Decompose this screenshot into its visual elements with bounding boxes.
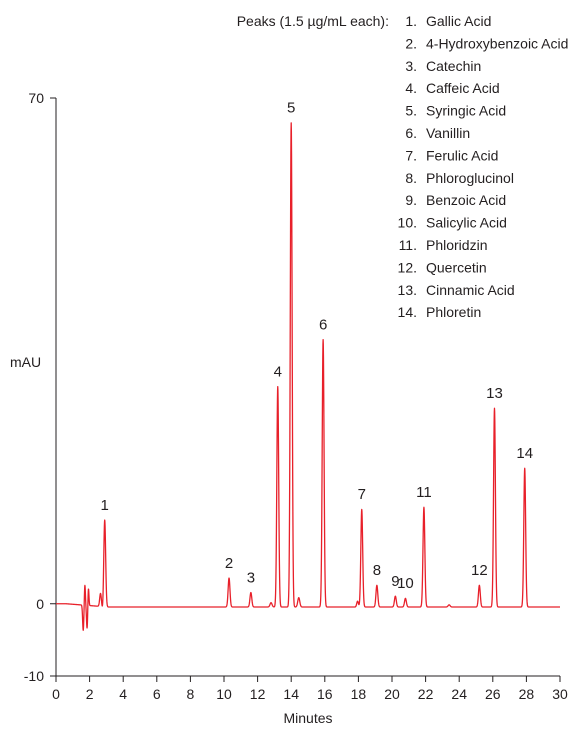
x-tick-label: 4: [119, 686, 127, 702]
legend-title: Peaks (1.5 µg/mL each):: [237, 13, 389, 29]
legend-item-name: Vanillin: [426, 125, 470, 141]
legend-item-number: 11.: [399, 237, 417, 253]
legend-item: 11. Phloridzin: [399, 237, 488, 253]
y-tick-label: 0: [36, 596, 44, 612]
legend-item-name: Benzoic Acid: [426, 192, 506, 208]
legend-item: 2. 4-Hydroxybenzoic Acid: [405, 35, 568, 51]
x-tick-label: 30: [552, 686, 568, 702]
legend-item: 8. Phloroglucinol: [405, 170, 514, 186]
peak-label-6: 6: [319, 316, 327, 333]
x-tick-label: 26: [485, 686, 501, 702]
legend-item-name: 4-Hydroxybenzoic Acid: [426, 35, 568, 51]
x-tick-label: 10: [216, 686, 232, 702]
x-tick-label: 16: [317, 686, 333, 702]
legend-item: 14. Phloretin: [398, 304, 482, 320]
legend-item-name: Phloretin: [426, 304, 481, 320]
legend: 1. Gallic Acid 2. 4-Hydroxybenzoic Acid 3. Ca…: [398, 13, 569, 320]
peak-label-5: 5: [287, 100, 295, 117]
legend-item-number: 4.: [405, 80, 417, 96]
legend-item: 10. Salicylic Acid: [398, 215, 507, 231]
legend-item-number: 7.: [405, 147, 417, 163]
legend-item: 4. Caffeic Acid: [405, 80, 499, 96]
x-tick-label: 22: [418, 686, 434, 702]
peak-label-13: 13: [486, 385, 503, 402]
peak-label-1: 1: [101, 497, 109, 514]
legend-item-number: 8.: [405, 170, 417, 186]
x-tick-label: 6: [153, 686, 161, 702]
peak-label-3: 3: [247, 569, 255, 586]
legend-item-name: Phloroglucinol: [426, 170, 514, 186]
y-tick-label: 70: [28, 90, 44, 106]
legend-item: 6. Vanillin: [405, 125, 470, 141]
legend-item-name: Salicylic Acid: [426, 215, 507, 231]
chromatogram-trace: [55, 122, 561, 631]
legend-item-name: Phloridzin: [426, 237, 487, 253]
legend-item-name: Syringic Acid: [426, 103, 506, 119]
x-tick-label: 8: [187, 686, 195, 702]
legend-item-number: 1.: [405, 13, 417, 29]
peak-label-12: 12: [471, 562, 488, 579]
legend-item: 7. Ferulic Acid: [405, 147, 498, 163]
legend-item: 3. Catechin: [405, 58, 481, 74]
peak-label-8: 8: [373, 562, 381, 579]
x-axis: 0 2 4 6 8 10 12 14 16 18 20 22 24 26 28 30: [52, 675, 568, 702]
legend-item: 1. Gallic Acid: [405, 13, 491, 29]
peak-label-10: 10: [397, 575, 414, 592]
legend-item-number: 3.: [405, 58, 417, 74]
x-tick-label: 12: [250, 686, 266, 702]
x-tick-label: 20: [384, 686, 400, 702]
legend-item-number: 9.: [405, 192, 417, 208]
legend-item-number: 6.: [405, 125, 417, 141]
legend-item: 13. Cinnamic Acid: [398, 282, 515, 298]
legend-item-name: Cinnamic Acid: [426, 282, 515, 298]
y-tick-label: -10: [24, 668, 44, 684]
legend-item-name: Gallic Acid: [426, 13, 491, 29]
legend-item-number: 2.: [405, 35, 417, 51]
x-tick-label: 18: [351, 686, 367, 702]
legend-item-number: 5.: [405, 103, 417, 119]
x-tick-label: 24: [451, 686, 467, 702]
y-axis: 70 0 -10: [24, 90, 57, 684]
legend-item-number: 10.: [398, 215, 417, 231]
x-tick-label: 28: [519, 686, 535, 702]
legend-item-name: Quercetin: [426, 259, 487, 275]
peak-label-14: 14: [516, 445, 533, 462]
x-tick-label: 0: [52, 686, 60, 702]
legend-item: 5. Syringic Acid: [405, 103, 506, 119]
legend-item-name: Caffeic Acid: [426, 80, 500, 96]
legend-item-name: Ferulic Acid: [426, 147, 498, 163]
peak-label-4: 4: [274, 363, 282, 380]
peak-label-11: 11: [416, 484, 432, 501]
legend-item: 9. Benzoic Acid: [405, 192, 506, 208]
peak-label-2: 2: [225, 555, 233, 572]
x-axis-title: Minutes: [283, 710, 332, 726]
legend-item-number: 12.: [398, 259, 417, 275]
x-tick-label: 14: [283, 686, 299, 702]
legend-item-name: Catechin: [426, 58, 481, 74]
peak-label-7: 7: [358, 486, 366, 503]
legend-item: 12. Quercetin: [398, 259, 487, 275]
peak-label-9: 9: [391, 573, 399, 590]
legend-item-number: 13.: [398, 282, 417, 298]
y-axis-title: mAU: [10, 354, 41, 370]
x-tick-label: 2: [86, 686, 94, 702]
legend-item-number: 14.: [398, 304, 417, 320]
